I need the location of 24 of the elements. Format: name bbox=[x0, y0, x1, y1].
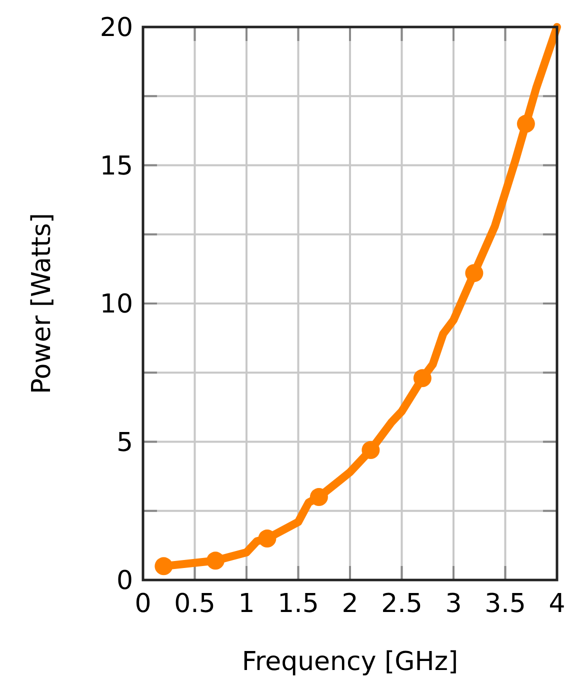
x-tick-label: 1.5 bbox=[278, 589, 319, 619]
x-axis-title: Frequency [GHz] bbox=[242, 647, 458, 677]
x-tick-label: 3 bbox=[445, 589, 462, 619]
y-tick-label: 5 bbox=[116, 428, 133, 458]
x-tick-label: 0 bbox=[134, 589, 152, 619]
point bbox=[206, 552, 224, 570]
y-tick-label: 15 bbox=[100, 151, 133, 182]
point bbox=[413, 369, 432, 388]
point bbox=[258, 530, 276, 548]
y-tick-label: 20 bbox=[100, 13, 133, 43]
point bbox=[465, 264, 484, 282]
x-tick-label: 4 bbox=[548, 589, 566, 619]
x-tick-label: 2 bbox=[342, 589, 358, 619]
y-tick-label: 10 bbox=[100, 290, 133, 320]
point bbox=[310, 488, 328, 506]
y-tick-label: 0 bbox=[116, 566, 133, 596]
point bbox=[516, 114, 535, 133]
x-tick-label: 0.5 bbox=[174, 589, 216, 619]
x-tick-label: 3.5 bbox=[484, 589, 526, 619]
y-axis-title: Power [Watts] bbox=[27, 212, 57, 394]
x-tick-label: 1 bbox=[238, 589, 255, 619]
point bbox=[362, 441, 380, 460]
x-tick-label: 2.5 bbox=[381, 589, 422, 619]
point bbox=[154, 557, 173, 576]
